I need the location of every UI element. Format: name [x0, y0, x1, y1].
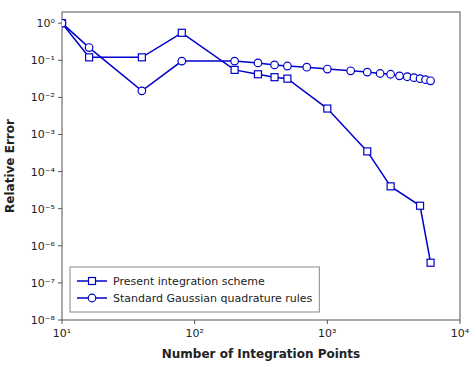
x-tick	[194, 320, 195, 324]
point	[376, 70, 384, 78]
y-tick	[58, 134, 62, 135]
y-tick	[58, 23, 62, 24]
legend-marker	[88, 294, 96, 302]
point	[254, 59, 262, 67]
point	[271, 74, 278, 81]
point	[363, 68, 371, 76]
point	[62, 20, 66, 27]
x-tick	[62, 320, 63, 324]
x-tick-label: 10³	[318, 327, 336, 340]
point	[364, 148, 371, 155]
y-tick-label: 10⁻⁴	[31, 166, 56, 179]
y-tick	[58, 171, 62, 172]
legend-marker	[89, 278, 96, 285]
y-tick	[58, 60, 62, 61]
point	[427, 259, 434, 266]
series-line	[62, 23, 431, 263]
point	[231, 57, 239, 65]
y-axis-label: Relative Error	[3, 119, 17, 213]
x-tick	[327, 320, 328, 324]
y-tick-label: 10⁻⁸	[31, 314, 56, 327]
y-tick-label: 10⁻⁵	[31, 203, 55, 216]
y-tick-label: 10⁻³	[31, 128, 55, 141]
legend-box	[70, 267, 319, 312]
point	[347, 67, 355, 75]
point	[303, 63, 311, 71]
point	[138, 54, 145, 61]
point	[178, 29, 185, 36]
point	[231, 66, 238, 73]
y-tick	[58, 320, 62, 321]
legend: Present integration scheme Standard Gauss…	[70, 267, 319, 312]
y-tick	[58, 208, 62, 209]
point	[254, 71, 261, 78]
series-line	[62, 23, 431, 91]
data	[62, 19, 434, 266]
point	[396, 72, 404, 80]
y-tick	[58, 97, 62, 98]
point	[85, 44, 93, 52]
x-tick	[460, 320, 461, 324]
y-tick-label: 10⁰	[37, 17, 56, 30]
point	[324, 105, 331, 112]
point	[62, 19, 66, 27]
point	[324, 65, 332, 73]
y-tick	[58, 245, 62, 246]
point	[86, 54, 93, 61]
y-tick-label: 10⁻²	[31, 91, 55, 104]
plot-frame	[62, 12, 460, 320]
point	[284, 75, 291, 82]
point	[271, 61, 279, 69]
point	[387, 70, 395, 78]
y-tick-label: 10⁻⁶	[31, 240, 56, 253]
point	[138, 87, 146, 95]
y-tick-label: 10⁻¹	[31, 54, 55, 67]
x-tick-label: 10⁴	[451, 327, 470, 340]
background	[0, 0, 474, 366]
y-tick-label: 10⁻⁷	[31, 277, 55, 290]
legend-label: Present integration scheme	[113, 275, 265, 288]
chart: 10¹ 10² 10³ 10⁴ 10⁻⁸ 10⁻⁷ 10⁻⁶ 10⁻⁵ 10⁻⁴ 10⁻³ 10⁻²…	[0, 0, 474, 366]
point	[387, 183, 394, 190]
x-tick-label: 10²	[185, 327, 203, 340]
point	[284, 62, 292, 70]
point	[178, 57, 186, 65]
point	[417, 202, 424, 209]
axes: 10¹ 10² 10³ 10⁴ 10⁻⁸ 10⁻⁷ 10⁻⁶ 10⁻⁵ 10⁻⁴ 10⁻³ 10⁻²…	[31, 17, 470, 340]
x-tick-label: 10¹	[53, 327, 71, 340]
y-tick	[58, 282, 62, 283]
x-axis-label: Number of Integration Points	[162, 347, 360, 361]
legend-label: Standard Gaussian quadrature rules	[113, 292, 313, 305]
point	[427, 77, 435, 85]
